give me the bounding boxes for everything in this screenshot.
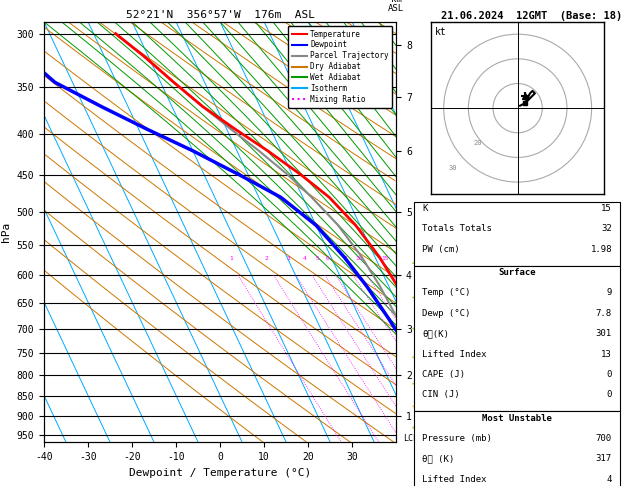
Text: 0: 0 (606, 390, 612, 399)
Text: Totals Totals: Totals Totals (422, 225, 492, 233)
Text: 13: 13 (601, 349, 612, 359)
Bar (414, 266, 620, 411)
Text: Dewp (°C): Dewp (°C) (422, 309, 470, 318)
Text: 21.06.2024  12GMT  (Base: 18): 21.06.2024 12GMT (Base: 18) (441, 11, 622, 21)
Text: LCL: LCL (403, 434, 418, 443)
Text: 32: 32 (601, 225, 612, 233)
Text: Lifted Index: Lifted Index (422, 475, 487, 484)
Text: 10: 10 (355, 256, 363, 261)
Text: 0: 0 (606, 370, 612, 379)
Text: 30: 30 (448, 165, 457, 171)
Text: K: K (422, 204, 428, 213)
Text: 301: 301 (596, 329, 612, 338)
Text: 700: 700 (596, 434, 612, 443)
Text: 15: 15 (381, 256, 389, 261)
Text: Surface: Surface (498, 268, 536, 277)
Bar (414, 202, 620, 266)
Text: θᴇ(K): θᴇ(K) (422, 329, 449, 338)
Text: 2: 2 (264, 256, 268, 261)
Text: 4: 4 (303, 256, 306, 261)
Text: 7.8: 7.8 (596, 309, 612, 318)
Text: θᴇ (K): θᴇ (K) (422, 454, 454, 463)
Text: Lifted Index: Lifted Index (422, 349, 487, 359)
Bar (414, 411, 620, 486)
Legend: Temperature, Dewpoint, Parcel Trajectory, Dry Adiabat, Wet Adiabat, Isotherm, Mi: Temperature, Dewpoint, Parcel Trajectory… (288, 26, 392, 108)
X-axis label: Dewpoint / Temperature (°C): Dewpoint / Temperature (°C) (129, 468, 311, 478)
Text: 5: 5 (315, 256, 319, 261)
Text: PW (cm): PW (cm) (422, 245, 460, 254)
Title: 52°21'N  356°57'W  176m  ASL: 52°21'N 356°57'W 176m ASL (126, 10, 314, 20)
Text: 9: 9 (606, 288, 612, 297)
Text: 3: 3 (286, 256, 290, 261)
Text: 1: 1 (229, 256, 233, 261)
Text: Pressure (mb): Pressure (mb) (422, 434, 492, 443)
Text: 1.98: 1.98 (591, 245, 612, 254)
Text: kt: kt (435, 27, 447, 37)
Text: 20: 20 (473, 140, 482, 146)
Text: Temp (°C): Temp (°C) (422, 288, 470, 297)
Y-axis label: hPa: hPa (1, 222, 11, 242)
Text: km
ASL: km ASL (388, 0, 404, 14)
Text: 4: 4 (606, 475, 612, 484)
Text: 8: 8 (343, 256, 347, 261)
Text: CAPE (J): CAPE (J) (422, 370, 465, 379)
Text: CIN (J): CIN (J) (422, 390, 460, 399)
Text: 6: 6 (326, 256, 330, 261)
Text: 15: 15 (601, 204, 612, 213)
Text: 317: 317 (596, 454, 612, 463)
Text: Most Unstable: Most Unstable (482, 414, 552, 422)
